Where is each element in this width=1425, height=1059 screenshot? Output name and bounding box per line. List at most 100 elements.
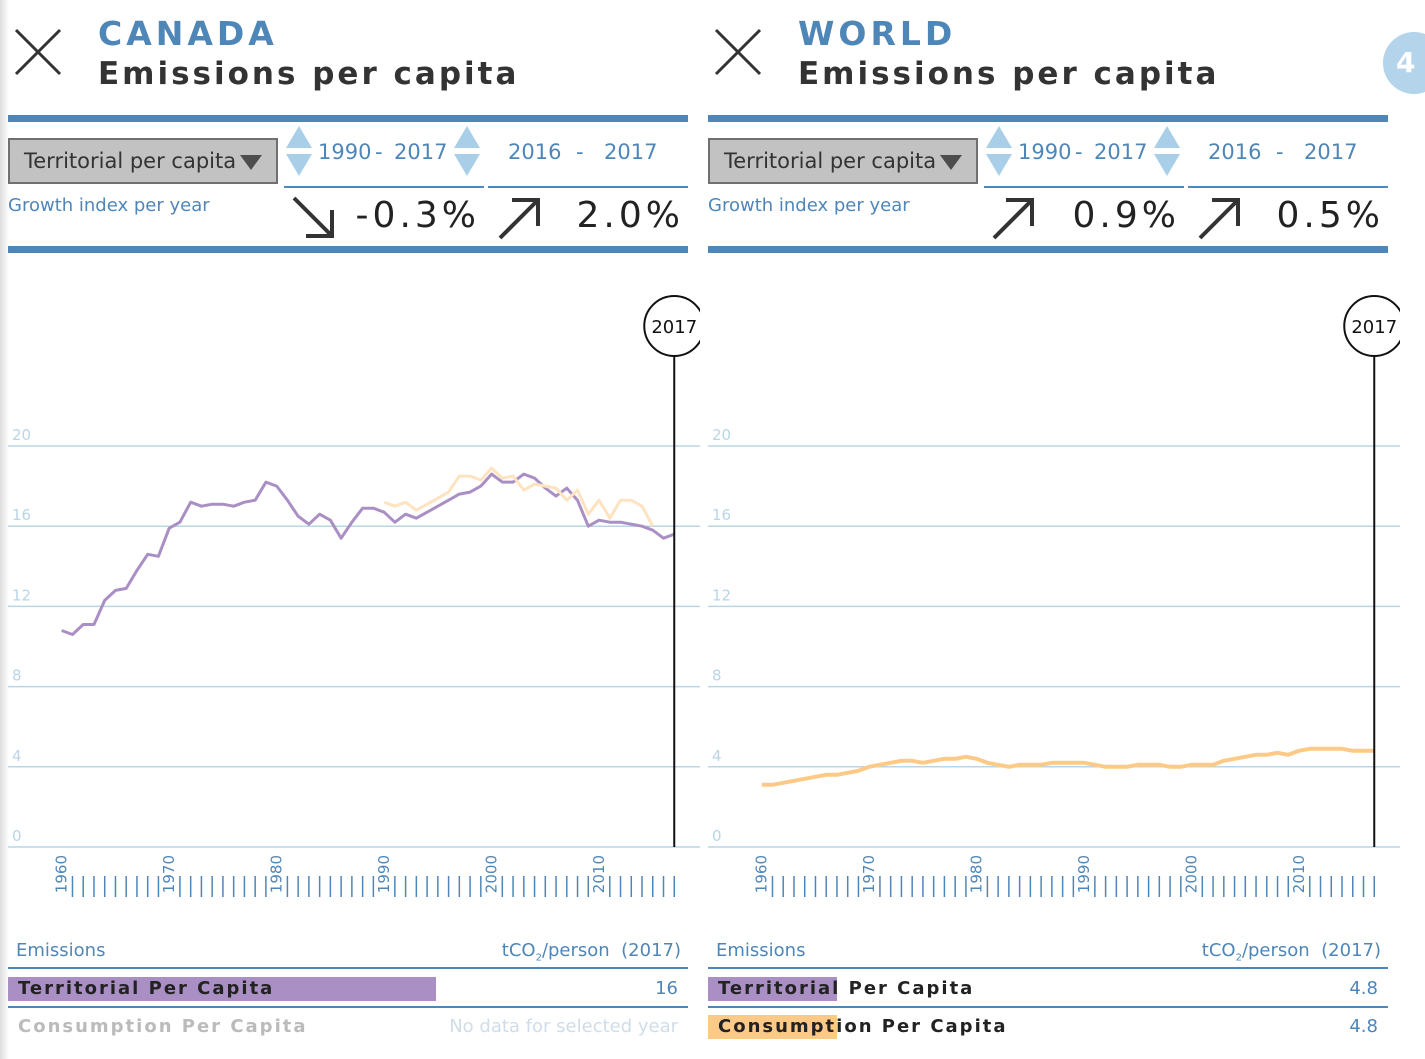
legend-row-value: No data for selected year — [449, 1016, 678, 1037]
year-marker-handle[interactable] — [643, 295, 700, 357]
spinner-down-icon[interactable] — [286, 154, 312, 176]
spinner-down-icon[interactable] — [454, 154, 480, 176]
trend-arrow-icon — [992, 198, 1034, 240]
close-icon[interactable] — [12, 26, 64, 78]
legend-row-consumption[interactable]: Consumption Per Capita No data for selec… — [8, 1015, 688, 1041]
trend-arrow-icon — [498, 198, 540, 240]
range2-dash: - — [576, 140, 584, 164]
y-tick-label: 20 — [712, 426, 731, 444]
range2-underline — [488, 186, 688, 188]
x-tick-label: 2000 — [483, 855, 501, 893]
y-tick-label: 16 — [12, 506, 31, 524]
legend-bar — [708, 977, 837, 1001]
metric-dropdown-value: Territorial per capita — [24, 149, 237, 173]
country-title: WORLD — [798, 14, 957, 53]
spinner-up-icon[interactable] — [286, 126, 312, 148]
metric-dropdown[interactable]: Territorial per capita — [708, 138, 978, 184]
growth-index-label: Growth index per year — [8, 195, 210, 216]
growth-value-range1: -0.3% — [355, 195, 480, 236]
x-tick-label: 1970 — [160, 855, 178, 893]
growth-value-range2: 0.5% — [1276, 195, 1384, 236]
country-title: CANADA — [98, 14, 278, 53]
range1-start: 1990 — [1018, 140, 1072, 164]
spinner-up-icon[interactable] — [986, 126, 1012, 148]
legend-header-left: Emissions — [716, 940, 806, 961]
legend-header-left: Emissions — [16, 940, 106, 961]
top-rule — [708, 115, 1388, 122]
arrow-head — [306, 210, 334, 238]
spinner-down-icon[interactable] — [1154, 154, 1180, 176]
legend-row-value: 4.8 — [1349, 1016, 1378, 1037]
y-tick-label: 4 — [12, 747, 22, 765]
range2-underline — [1188, 186, 1388, 188]
arrow-head — [512, 198, 540, 226]
top-rule — [8, 115, 688, 122]
range-end-spinner[interactable] — [1152, 124, 1182, 180]
panel-subtitle: Emissions per capita — [798, 56, 1220, 92]
range-start-spinner[interactable] — [984, 124, 1014, 180]
y-tick-label: 8 — [712, 667, 722, 685]
legend-row-consumption[interactable]: Consumption Per Capita 4.8 — [708, 1015, 1388, 1041]
spinner-up-icon[interactable] — [1154, 126, 1180, 148]
country-panel-world: WORLD Emissions per capita Territorial p… — [700, 0, 1400, 1059]
y-tick-label: 20 — [12, 426, 31, 444]
x-tick-label: 1990 — [1075, 855, 1093, 893]
legend-row-label: Consumption Per Capita — [18, 1016, 308, 1037]
legend-bar — [8, 977, 436, 1001]
growth-index-label: Growth index per year — [708, 195, 910, 216]
y-tick-label: 0 — [712, 827, 722, 845]
series-line-consumption — [383, 466, 655, 527]
range1-start: 1990 — [318, 140, 372, 164]
legend-header-units: tCO2/person (2017) — [1201, 940, 1381, 964]
x-tick-label: 1970 — [860, 855, 878, 893]
range2-start: 2016 — [508, 140, 562, 164]
legend-divider — [708, 967, 1388, 969]
growth-value-range2: 2.0% — [576, 195, 684, 236]
arrow-shaft — [292, 196, 334, 238]
range1-end: 2017 — [394, 140, 448, 164]
y-tick-label: 4 — [712, 747, 722, 765]
metric-dropdown-value: Territorial per capita — [724, 149, 937, 173]
year-marker-label: 2017 — [651, 317, 697, 338]
range1-end: 2017 — [1094, 140, 1148, 164]
arrow-head — [1212, 198, 1240, 226]
x-tick-label: 2000 — [1183, 855, 1201, 893]
legend-row-territorial[interactable]: Territorial Per Capita 4.8 — [708, 977, 1388, 1003]
range-end-spinner[interactable] — [452, 124, 482, 180]
range1-underline — [984, 186, 1184, 188]
range2-end: 2017 — [604, 140, 658, 164]
x-tick-label: 2010 — [590, 855, 608, 893]
emissions-line-chart[interactable]: 0 4 8 12 16 20 1960 1970 1980 1990 2000 2010 2017 — [700, 290, 1400, 910]
close-icon[interactable] — [712, 26, 764, 78]
legend-row-label: Consumption Per Capita — [718, 1016, 1008, 1037]
legend-row-territorial[interactable]: Territorial Per Capita 16 — [8, 977, 688, 1003]
legend-row-label: Territorial Per Capita — [18, 978, 275, 999]
growth-value-range1: 0.9% — [1072, 195, 1180, 236]
chevron-down-icon — [940, 155, 962, 170]
legend-row-label: Territorial Per Capita — [718, 978, 975, 999]
trend-arrow-icon — [292, 196, 334, 238]
y-tick-label: 12 — [12, 586, 31, 604]
x-tick-label: 1980 — [968, 855, 986, 893]
x-tick-label: 1960 — [753, 855, 771, 893]
range1-dash: - — [375, 140, 383, 164]
spinner-up-icon[interactable] — [454, 126, 480, 148]
emissions-line-chart[interactable]: 0 4 8 12 16 20 1960 1970 1980 1990 2000 2010 2017 — [0, 290, 700, 910]
range2-end: 2017 — [1304, 140, 1358, 164]
spinner-down-icon[interactable] — [986, 154, 1012, 176]
y-tick-label: 12 — [712, 586, 731, 604]
left-edge-shadow — [0, 0, 9, 1059]
legend-header-units: tCO2/person (2017) — [501, 940, 681, 964]
range2-dash: - — [1276, 140, 1284, 164]
legend-divider — [8, 967, 688, 969]
legend-divider — [8, 1006, 688, 1008]
arrow-shaft — [1198, 198, 1240, 240]
legend-row-value: 4.8 — [1349, 978, 1378, 999]
legend-row-value: 16 — [655, 978, 678, 999]
range-start-spinner[interactable] — [284, 124, 314, 180]
metric-dropdown[interactable]: Territorial per capita — [8, 138, 278, 184]
year-marker-handle[interactable] — [1343, 295, 1400, 357]
y-tick-label: 0 — [12, 827, 22, 845]
arrow-shaft — [498, 198, 540, 240]
trend-arrow-icon — [1198, 198, 1240, 240]
